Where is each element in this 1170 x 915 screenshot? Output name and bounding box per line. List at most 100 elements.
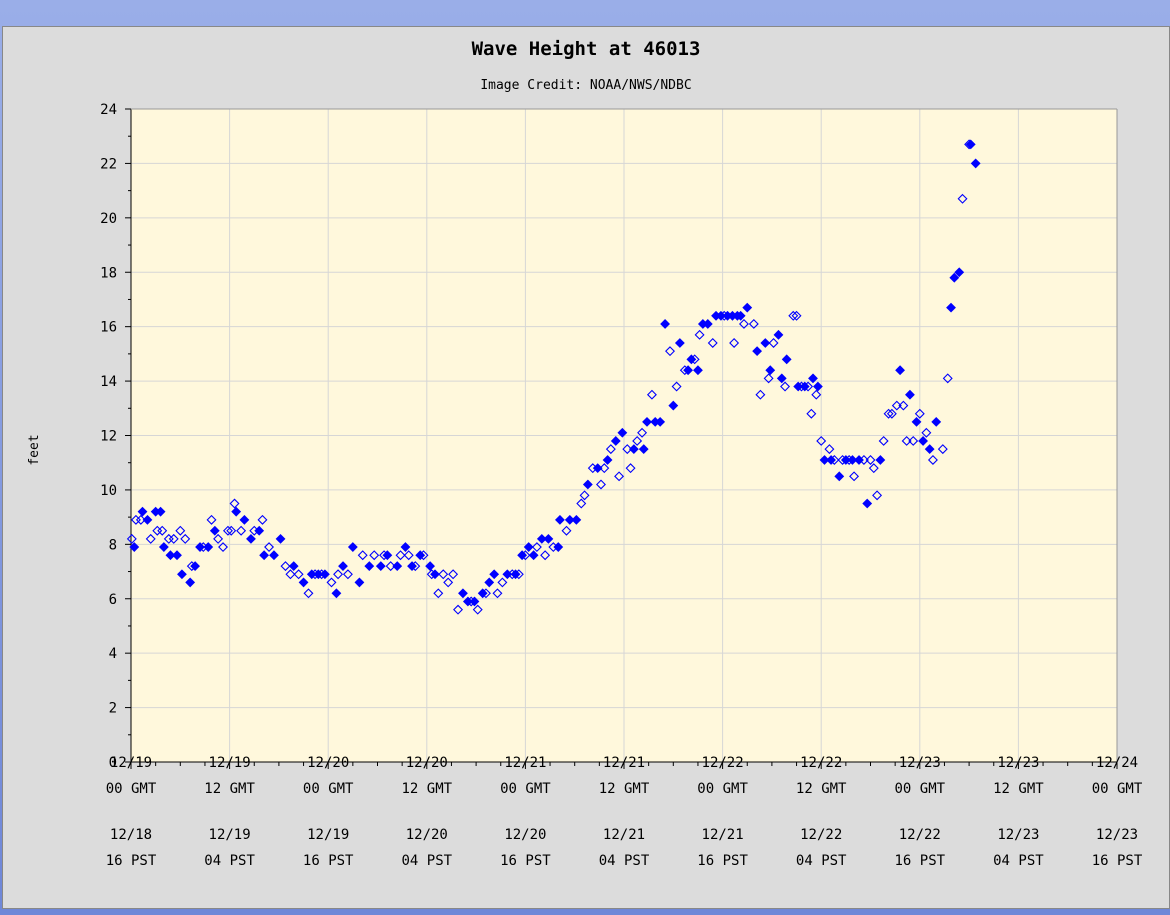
- grid-lines: [131, 108, 1117, 763]
- data-point-open: [168, 533, 179, 544]
- data-point-open: [513, 569, 524, 580]
- y-tick-label: 22: [100, 156, 117, 172]
- data-point-filled: [875, 455, 886, 465]
- data-point-open: [492, 588, 503, 599]
- data-point-filled: [808, 373, 818, 384]
- data-point-open: [694, 329, 705, 340]
- x-tick-label: 12/20: [504, 827, 546, 843]
- data-point-filled: [142, 514, 153, 525]
- data-point-filled: [773, 329, 784, 340]
- data-point-open: [755, 389, 766, 400]
- data-point-filled: [793, 381, 804, 392]
- x-tick-label: 12 GMT: [204, 781, 255, 797]
- data-point-filled: [269, 550, 279, 561]
- x-tick-label: 12/19: [307, 827, 349, 843]
- data-point-filled: [347, 542, 358, 552]
- data-point-filled: [528, 550, 539, 561]
- data-point-filled: [826, 455, 836, 465]
- data-point-filled: [338, 561, 348, 572]
- data-point-open: [914, 408, 925, 419]
- data-point-filled: [571, 514, 582, 525]
- data-point-open: [369, 550, 380, 561]
- data-point-open: [625, 463, 636, 474]
- data-point-open: [596, 479, 606, 490]
- data-point-filled: [259, 550, 270, 561]
- data-point-filled: [331, 588, 342, 599]
- y-tick-label: 14: [100, 374, 117, 390]
- data-point-open: [883, 408, 894, 419]
- x-tick-label: 16 PST: [500, 853, 551, 869]
- data-point-open: [264, 542, 275, 553]
- x-tick-label: 04 PST: [993, 853, 1044, 869]
- data-point-open: [316, 569, 327, 580]
- data-point-open: [858, 455, 869, 465]
- data-point-open: [497, 577, 508, 588]
- data-point-filled: [195, 542, 205, 552]
- data-point-open: [285, 569, 296, 580]
- x-tick-label: 04 PST: [796, 853, 847, 869]
- y-tick-label: 20: [100, 211, 117, 227]
- data-point-filled: [190, 561, 200, 572]
- data-point-filled: [918, 436, 928, 446]
- x-tick-label: 12/22: [702, 755, 744, 771]
- data-point-open: [803, 381, 814, 392]
- data-point-filled: [239, 514, 250, 525]
- data-point-open: [379, 550, 390, 561]
- data-point-open: [849, 471, 860, 482]
- data-point-open: [901, 435, 912, 446]
- data-point-open: [788, 310, 799, 321]
- data-point-filled: [158, 542, 169, 552]
- data-point-filled: [313, 569, 324, 580]
- data-point-filled: [905, 389, 915, 400]
- x-tick-label: 12/22: [800, 827, 842, 843]
- data-point-filled: [415, 550, 426, 561]
- x-tick-label: 12/23: [997, 755, 1039, 771]
- data-point-filled: [306, 569, 317, 580]
- data-point-filled: [275, 533, 286, 544]
- data-point-filled: [555, 514, 565, 525]
- x-tick-label: 00 GMT: [500, 781, 551, 797]
- data-point-filled: [638, 444, 649, 455]
- data-point-filled: [819, 455, 830, 465]
- y-tick-label: 0: [109, 755, 117, 771]
- x-tick-label: 16 PST: [697, 853, 748, 869]
- y-axis-label: feet: [27, 434, 42, 465]
- data-point-open: [342, 569, 353, 580]
- data-point-filled: [407, 561, 417, 572]
- data-point-filled: [288, 561, 299, 572]
- data-point-open: [236, 525, 247, 536]
- x-tick-label: 12/20: [406, 755, 448, 771]
- data-point-open: [249, 525, 260, 536]
- x-tick-label: 12/23: [997, 827, 1039, 843]
- data-point-filled: [185, 577, 196, 588]
- data-point-open: [927, 455, 938, 465]
- data-point-filled: [564, 514, 575, 525]
- data-point-filled: [776, 373, 787, 384]
- data-point-open: [806, 408, 817, 419]
- data-point-filled: [610, 436, 621, 446]
- data-point-filled: [924, 444, 935, 455]
- x-tick-label: 12/19: [209, 827, 251, 843]
- data-point-open: [186, 561, 197, 572]
- data-point-open: [198, 542, 209, 553]
- data-point-open: [689, 354, 700, 365]
- data-point-open: [222, 525, 233, 536]
- data-point-filled: [298, 577, 309, 588]
- chart-title: Wave Height at 46013: [472, 38, 701, 60]
- data-point-filled: [895, 365, 905, 376]
- data-point-open: [605, 444, 616, 455]
- data-point-filled: [655, 416, 666, 427]
- data-point-filled: [177, 569, 187, 580]
- data-point-filled: [954, 267, 965, 278]
- data-point-filled: [209, 525, 220, 536]
- data-point-open: [579, 490, 590, 501]
- data-point-open: [844, 455, 855, 465]
- data-point-open: [453, 604, 464, 615]
- data-point-open: [310, 569, 321, 580]
- data-point-filled: [628, 444, 639, 455]
- x-tick-label: 12/21: [603, 827, 645, 843]
- data-point-open: [791, 310, 802, 321]
- data-points: [126, 139, 981, 615]
- data-point-open: [868, 463, 879, 474]
- x-tick-label: 12/19: [209, 755, 251, 771]
